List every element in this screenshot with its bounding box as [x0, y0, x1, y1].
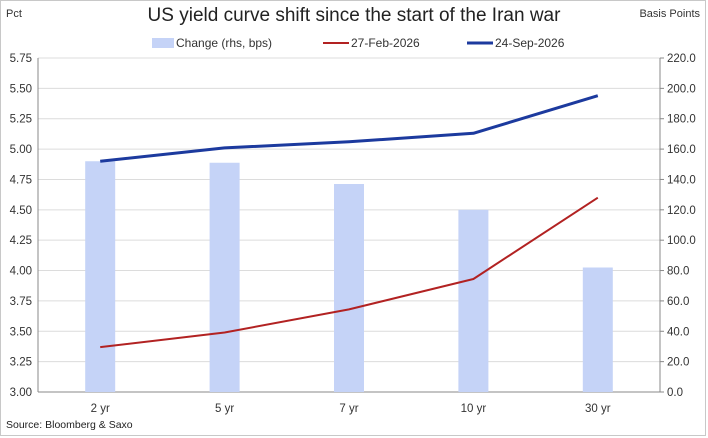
right-tick-label: 100.0 [667, 235, 696, 247]
x-tick-label: 30 yr [585, 403, 611, 415]
right-tick-label: 220.0 [667, 53, 696, 65]
left-axis-unit: Pct [6, 8, 22, 20]
right-tick-label: 120.0 [667, 205, 696, 217]
left-tick-label: 5.25 [10, 114, 32, 126]
left-tick-label: 4.00 [10, 266, 32, 278]
right-tick-label: 40.0 [667, 326, 689, 338]
left-tick-label: 4.75 [10, 174, 32, 186]
line-27-feb-2026 [100, 196, 599, 349]
left-tick-label: 3.50 [10, 326, 32, 338]
bar-change [334, 184, 364, 392]
right-tick-label: 20.0 [667, 357, 689, 369]
left-tick-label: 3.75 [10, 296, 32, 308]
legend-label: Change (rhs, bps) [176, 36, 272, 50]
line-24-sep-2026 [100, 94, 599, 163]
legend-label: 27-Feb-2026 [351, 36, 420, 50]
legend-label: 24-Sep-2026 [495, 36, 565, 50]
x-tick-label: 10 yr [461, 403, 487, 415]
chart-title: US yield curve shift since the start of … [147, 5, 561, 26]
left-tick-label: 3.25 [10, 357, 32, 369]
legend-swatch-change [152, 38, 174, 48]
left-tick-label: 5.50 [10, 83, 32, 95]
left-tick-label: 5.00 [10, 144, 32, 156]
source-note: Source: Bloomberg & Saxo [6, 419, 133, 431]
left-tick-label: 3.00 [10, 387, 32, 399]
right-tick-label: 180.0 [667, 114, 696, 126]
left-tick-label: 5.75 [10, 53, 32, 65]
bar-change [458, 209, 489, 392]
bar-change [582, 267, 613, 392]
right-tick-label: 160.0 [667, 144, 696, 156]
right-tick-label: 60.0 [667, 296, 689, 308]
right-axis-unit: Basis Points [639, 8, 700, 20]
bar-change [209, 162, 240, 392]
x-tick-label: 7 yr [339, 403, 358, 415]
right-tick-label: 0.0 [667, 387, 683, 399]
x-tick-label: 2 yr [91, 403, 110, 415]
bar-change [85, 161, 116, 392]
left-tick-label: 4.50 [10, 205, 32, 217]
x-tick-label: 5 yr [215, 403, 234, 415]
right-tick-label: 80.0 [667, 266, 689, 278]
right-tick-label: 200.0 [667, 83, 696, 95]
left-tick-label: 4.25 [10, 235, 32, 247]
right-tick-label: 140.0 [667, 174, 696, 186]
